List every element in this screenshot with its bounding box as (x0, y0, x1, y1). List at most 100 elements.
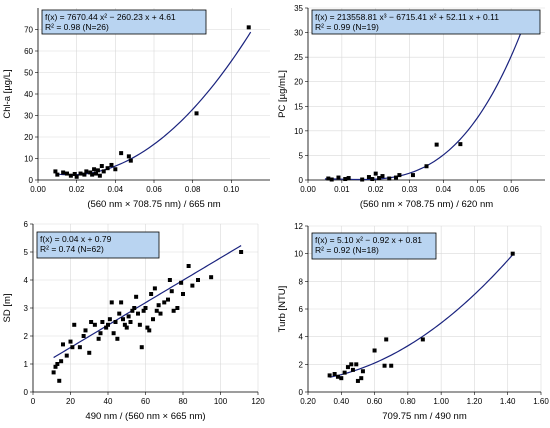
chart-1-data-point (336, 175, 341, 180)
chart-1-y-tick-label: 35 (294, 4, 303, 13)
chart-1-data-point (360, 177, 365, 182)
chart-1-x-tick-label: 0.00 (300, 185, 316, 194)
chart-2-x-tick-label: 60 (141, 397, 150, 406)
chart-1-data-point (380, 174, 385, 179)
chart-3-y-tick-label: 4 (299, 333, 304, 342)
chart-0-x-tick-label: 0.02 (69, 185, 85, 194)
chart-2-data-point (143, 306, 148, 310)
chart-2-y-tick-label: 0 (24, 388, 29, 397)
chart-0-data-point (194, 111, 199, 116)
chart-2-data-point (119, 300, 124, 305)
chart-0-data-point (109, 162, 114, 167)
chart-1-x-tick-label: 0.02 (368, 185, 384, 194)
chart-2-data-point (209, 275, 214, 280)
chart-1-y-tick-label: 5 (299, 151, 304, 160)
chart-2-data-point (64, 353, 69, 358)
chart-1-equation-box (311, 9, 541, 35)
chart-0-y-tick-label: 40 (24, 90, 33, 99)
chart-3-data-point (342, 370, 347, 375)
chart-2-data-point (83, 328, 88, 333)
chart-2-x-tick-label: 20 (66, 397, 75, 406)
chart-2-data-point (128, 320, 133, 324)
chart-2-data-point (181, 292, 185, 296)
chart-1-y-tick-label: 0 (299, 176, 304, 185)
chart-3-data-point (327, 373, 332, 378)
chart-0-y-tick-label: 70 (24, 26, 33, 35)
chart-1-y-tick-label: 15 (294, 102, 303, 111)
chart-0-data-point (72, 171, 77, 176)
chart-0-x-tick-label: 0.06 (146, 185, 162, 194)
chart-2-data-point (72, 322, 77, 327)
chart-2-data-point (134, 294, 139, 299)
chart-3-data-point (339, 376, 344, 381)
chart-2-data-point (175, 306, 180, 310)
chart-2-data-point (186, 264, 191, 268)
chart-3-y-tick-label: 8 (299, 277, 304, 286)
chart-2-data-point (87, 350, 92, 355)
chart-0-data-point (95, 168, 100, 173)
chart-2-data-point (53, 364, 58, 369)
chart-2-data-point (124, 325, 129, 330)
chart-1-data-point (397, 173, 402, 178)
chart-2-data-point (115, 336, 120, 341)
chart-2-data-point (117, 311, 122, 316)
chart-0-data-point (90, 172, 95, 177)
chart-3-data-point (384, 337, 389, 342)
chart-0-data-point (74, 174, 79, 179)
chart-0-data-point (97, 173, 102, 178)
chart-1-equation-text: f(x) = 213558.81 x³ − 6715.41 x² + 52.11… (315, 12, 499, 22)
chart-1-x-tick-label: 0.05 (469, 185, 485, 194)
chart-2-x-tick-label: 100 (214, 397, 228, 406)
chart-1-data-point (326, 176, 331, 181)
chart-0-data-point (82, 172, 87, 177)
chart-3-data-point (345, 365, 350, 370)
chart-2-data-point (122, 322, 127, 327)
chart-1-data-point (394, 175, 399, 180)
chart-0-data-point (94, 171, 98, 176)
chart-1-y-tick-label: 30 (294, 29, 303, 38)
chart-2-data-point (100, 320, 105, 324)
chart-0-data-point (99, 164, 104, 169)
chart-1-x-tick-label: 0.04 (436, 185, 452, 194)
chart-2-data-point (179, 280, 184, 285)
chart-2-data-point (96, 336, 101, 341)
chart-1-x-tick-label: 0.06 (503, 185, 519, 194)
chart-2-r-squared-text: R² = 0.74 (N=62) (40, 244, 104, 254)
chart-0-data-point (84, 169, 89, 174)
chart-2-data-point (156, 303, 161, 308)
chla-scatter-chart: 0 10 20 30 40 50 60 70 0.00 0.02 0.04 0.06 0.08 0.10 (… (2, 8, 270, 210)
chart-1-data-point (458, 142, 463, 147)
chart-1-data-point (366, 175, 371, 180)
chart-3-y-tick-label: 0 (299, 388, 304, 397)
chart-2-x-tick-label: 120 (251, 397, 265, 406)
chart-3-x-tick-label: 1.40 (500, 397, 516, 406)
chart-3-data-point (350, 367, 355, 372)
chart-0-x-tick-label: 0.10 (224, 185, 240, 194)
chart-2-data-point (171, 308, 176, 313)
chart-0-x-tick-label: 0.04 (108, 185, 124, 194)
chart-3-data-point (420, 337, 425, 342)
chart-1-data-point (343, 177, 348, 182)
chart-2-data-point (106, 322, 110, 327)
chart-2-x-axis-title: 490 nm / (560 nm × 665 nm) (85, 411, 205, 422)
chart-2-data-point (61, 342, 65, 347)
chart-2-data-point (169, 289, 174, 294)
chart-1-fit-curve (324, 13, 529, 181)
chart-0-x-tick-label: 0.08 (185, 185, 201, 194)
chart-3-x-axis-title: 709.75 nm / 490 nm (382, 411, 467, 422)
chart-3-data-point (360, 369, 365, 374)
chart-0-data-point (55, 172, 60, 177)
chart-3-data-point (332, 372, 337, 377)
chart-2-fit-curve (53, 245, 242, 359)
chart-2-data-point (68, 339, 73, 344)
chart-0-r-squared-text: R² = 0.98 (N=26) (45, 22, 109, 32)
chart-2-data-point (111, 331, 116, 336)
chart-0-data-point (113, 167, 118, 172)
chart-3-x-tick-label: 1.20 (467, 397, 483, 406)
chart-0-data-point (128, 158, 133, 163)
chart-2-data-point (81, 334, 86, 338)
chart-2-data-point (167, 278, 172, 282)
chart-1-x-tick-label: 0.03 (402, 185, 418, 194)
chart-0-data-point (105, 166, 110, 171)
chart-2-data-point (136, 311, 140, 316)
